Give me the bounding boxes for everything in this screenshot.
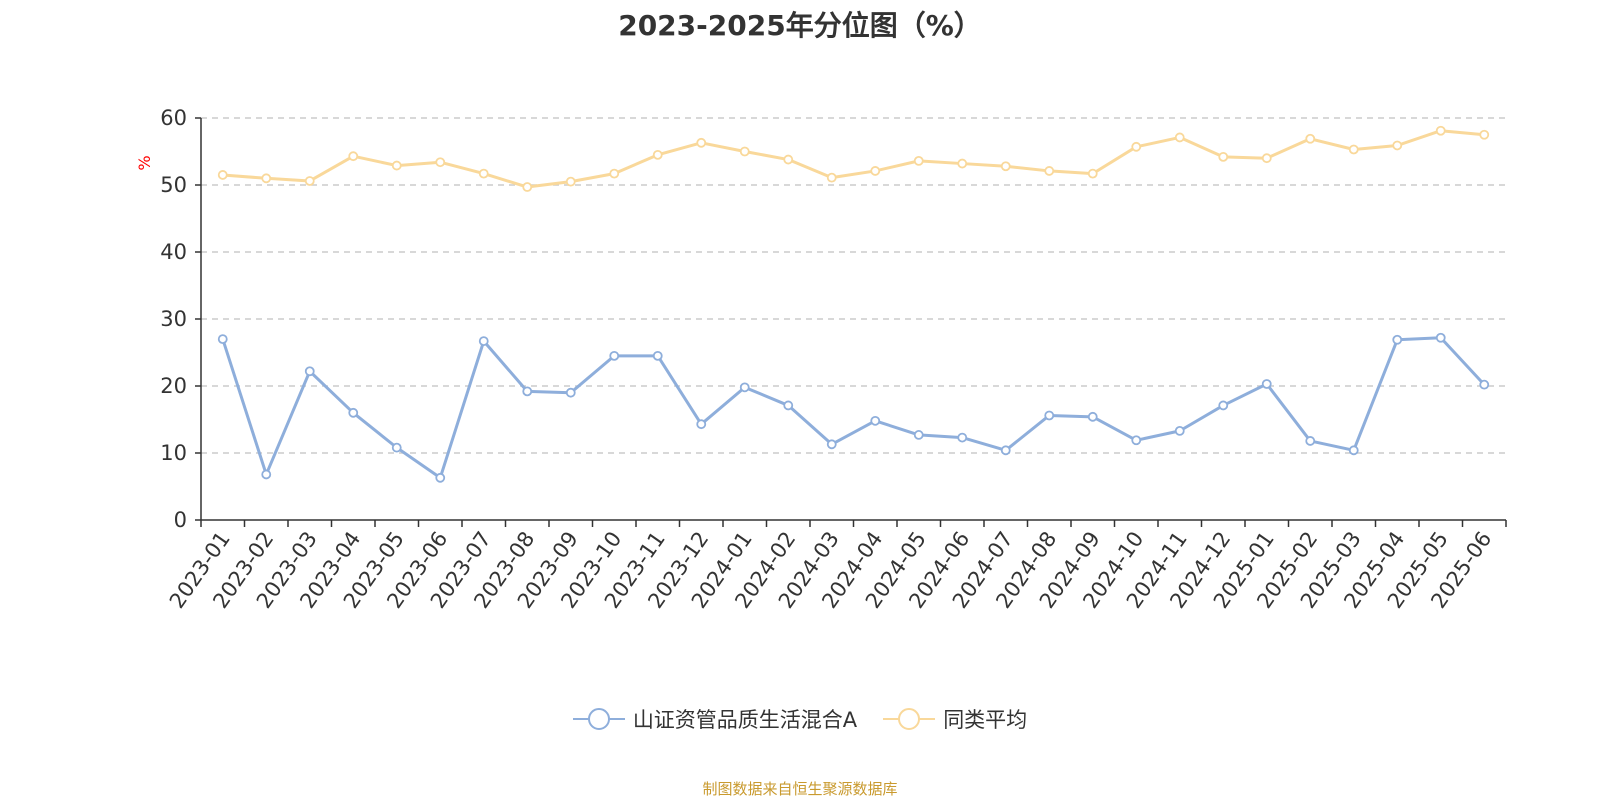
data-point-series-1 xyxy=(1261,153,1272,164)
data-point-series-1 xyxy=(1087,168,1098,179)
y-tick-label: 30 xyxy=(160,307,187,331)
data-point-series-0 xyxy=(870,415,881,426)
data-point-series-0 xyxy=(304,366,315,377)
y-tick-label: 40 xyxy=(160,240,187,264)
data-point-series-1 xyxy=(522,182,533,192)
data-point-series-1 xyxy=(1000,161,1011,172)
data-point-series-0 xyxy=(565,387,576,398)
data-point-series-0 xyxy=(522,386,533,397)
source-note: 制图数据来自恒生聚源数据库 xyxy=(702,780,898,798)
data-point-series-1 xyxy=(870,166,881,176)
data-point-series-0 xyxy=(478,336,489,347)
data-point-series-1 xyxy=(391,160,402,171)
data-point-series-0 xyxy=(957,432,968,443)
y-tick-label: 60 xyxy=(160,106,187,130)
data-point-series-1 xyxy=(478,168,489,179)
y-tick-label: 50 xyxy=(160,173,187,197)
data-point-series-1 xyxy=(217,170,228,180)
data-point-series-0 xyxy=(1044,410,1055,421)
data-point-series-1 xyxy=(1392,140,1403,151)
chart-title: 2023-2025年分位图（%） xyxy=(618,9,982,42)
data-point-series-0 xyxy=(435,472,446,483)
data-point-series-0 xyxy=(217,334,228,345)
data-point-series-1 xyxy=(261,173,272,184)
legend-swatch-fund-icon xyxy=(572,708,625,730)
line-chart: 01020304050602023-012023-022023-032023-0… xyxy=(135,106,1507,613)
data-point-series-1 xyxy=(304,176,315,186)
data-point-series-1 xyxy=(1435,125,1446,136)
gridlines xyxy=(201,117,1506,454)
data-point-series-0 xyxy=(1174,425,1185,436)
data-point-series-0 xyxy=(1218,400,1229,411)
data-point-series-1 xyxy=(783,154,794,165)
data-point-series-0 xyxy=(609,350,620,361)
data-point-series-1 xyxy=(1131,141,1142,152)
legend: 山证资管品质生活混合A 同类平均 xyxy=(0,704,1600,734)
data-point-series-0 xyxy=(783,400,794,411)
data-point-series-1 xyxy=(739,146,750,157)
data-point-series-0 xyxy=(1261,379,1272,389)
data-point-series-1 xyxy=(957,158,968,169)
y-axis-label: % xyxy=(135,155,154,170)
data-point-series-1 xyxy=(696,137,707,148)
data-point-series-1 xyxy=(1044,166,1055,176)
legend-item-fund[interactable]: 山证资管品质生活混合A xyxy=(572,704,858,734)
data-point-series-1 xyxy=(565,176,576,187)
series-lines xyxy=(221,129,1486,480)
data-point-series-1 xyxy=(1174,132,1185,143)
data-point-series-0 xyxy=(348,407,359,418)
data-point-series-1 xyxy=(1348,144,1359,155)
data-point-series-0 xyxy=(913,430,924,440)
data-point-series-0 xyxy=(261,469,272,480)
data-point-series-1 xyxy=(1479,129,1490,140)
data-point-series-0 xyxy=(1348,445,1359,456)
legend-label-fund: 山证资管品质生活混合A xyxy=(632,708,858,732)
data-point-series-1 xyxy=(1305,133,1316,144)
y-tick-label: 10 xyxy=(160,441,187,465)
data-point-series-0 xyxy=(1435,332,1446,343)
data-point-series-1 xyxy=(1218,151,1229,162)
data-point-series-1 xyxy=(609,168,620,179)
series-line-1 xyxy=(222,129,1485,189)
series-line-0 xyxy=(221,336,1486,480)
data-point-series-0 xyxy=(1087,411,1098,422)
data-point-series-1 xyxy=(435,157,446,168)
data-point-series-0 xyxy=(1131,435,1142,446)
data-point-series-0 xyxy=(1479,379,1490,390)
y-tick-label: 0 xyxy=(174,508,187,532)
data-point-series-0 xyxy=(696,419,707,430)
data-point-series-0 xyxy=(391,442,402,453)
y-tick-label: 20 xyxy=(160,374,187,398)
data-point-series-1 xyxy=(913,155,924,166)
legend-item-peer-average[interactable]: 同类平均 xyxy=(883,704,1027,734)
data-point-series-0 xyxy=(1392,334,1403,345)
series-points xyxy=(217,125,1490,483)
data-point-series-0 xyxy=(826,439,837,450)
data-point-series-1 xyxy=(826,172,837,183)
data-point-series-0 xyxy=(739,382,750,393)
data-point-series-0 xyxy=(652,350,663,361)
data-point-series-1 xyxy=(348,151,359,162)
data-point-series-0 xyxy=(1000,445,1011,456)
legend-label-peer-average: 同类平均 xyxy=(943,708,1028,732)
data-point-series-0 xyxy=(1305,436,1316,446)
legend-swatch-peer-average-icon xyxy=(883,708,936,730)
data-point-series-1 xyxy=(652,149,663,160)
